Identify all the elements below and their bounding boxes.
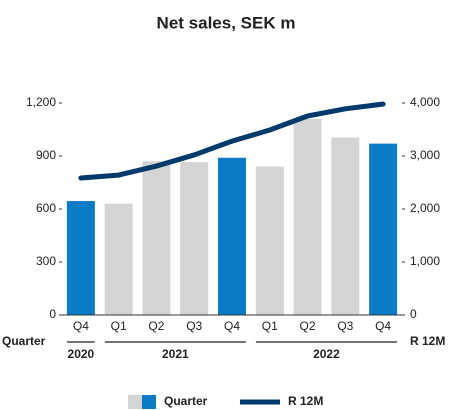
legend-swatch [142, 395, 156, 409]
group-label: 2021 [162, 347, 189, 361]
x-tick-label: Q1 [262, 319, 278, 333]
chart-title: Net sales, SEK m [157, 13, 296, 32]
x-tick-label: Q4 [224, 319, 240, 333]
y-tick-label: 600 [36, 201, 56, 215]
group-label: 2022 [313, 347, 340, 361]
x-tick-label: Q4 [73, 319, 89, 333]
y2-tick-label: 3,000 [410, 148, 440, 162]
legend-label: Quarter [164, 394, 208, 408]
y2-axis-label: R 12M [410, 334, 445, 348]
bar [331, 137, 360, 315]
x-tick-label: Q1 [111, 319, 127, 333]
y2-tick-label: 2,000 [410, 201, 440, 215]
x-tick-label: Q3 [186, 319, 202, 333]
bar [66, 201, 95, 315]
y2-tick-label: 4,000 [410, 95, 440, 109]
y-tick-label: 1,200 [26, 95, 56, 109]
x-tick-label: Q2 [148, 319, 164, 333]
legend-label: R 12M [288, 394, 323, 408]
bar [255, 166, 284, 315]
bar [218, 157, 246, 315]
bar [293, 118, 322, 316]
bar [142, 161, 171, 315]
y-tick-label: 300 [36, 254, 56, 268]
y-tick-label: 900 [36, 148, 56, 162]
x-axis-label: Quarter [2, 334, 46, 348]
x-tick-label: Q4 [375, 319, 391, 333]
bar [104, 203, 133, 315]
bar [180, 162, 209, 315]
y2-tick-label: 1,000 [410, 254, 440, 268]
y2-tick-label: 0 [410, 307, 417, 321]
y-tick-label: 0 [49, 307, 56, 321]
line [78, 101, 386, 181]
x-tick-label: Q2 [300, 319, 316, 333]
bar [369, 143, 398, 315]
legend-swatch [128, 395, 142, 409]
x-tick-label: Q3 [337, 319, 353, 333]
group-label: 2020 [68, 347, 95, 361]
